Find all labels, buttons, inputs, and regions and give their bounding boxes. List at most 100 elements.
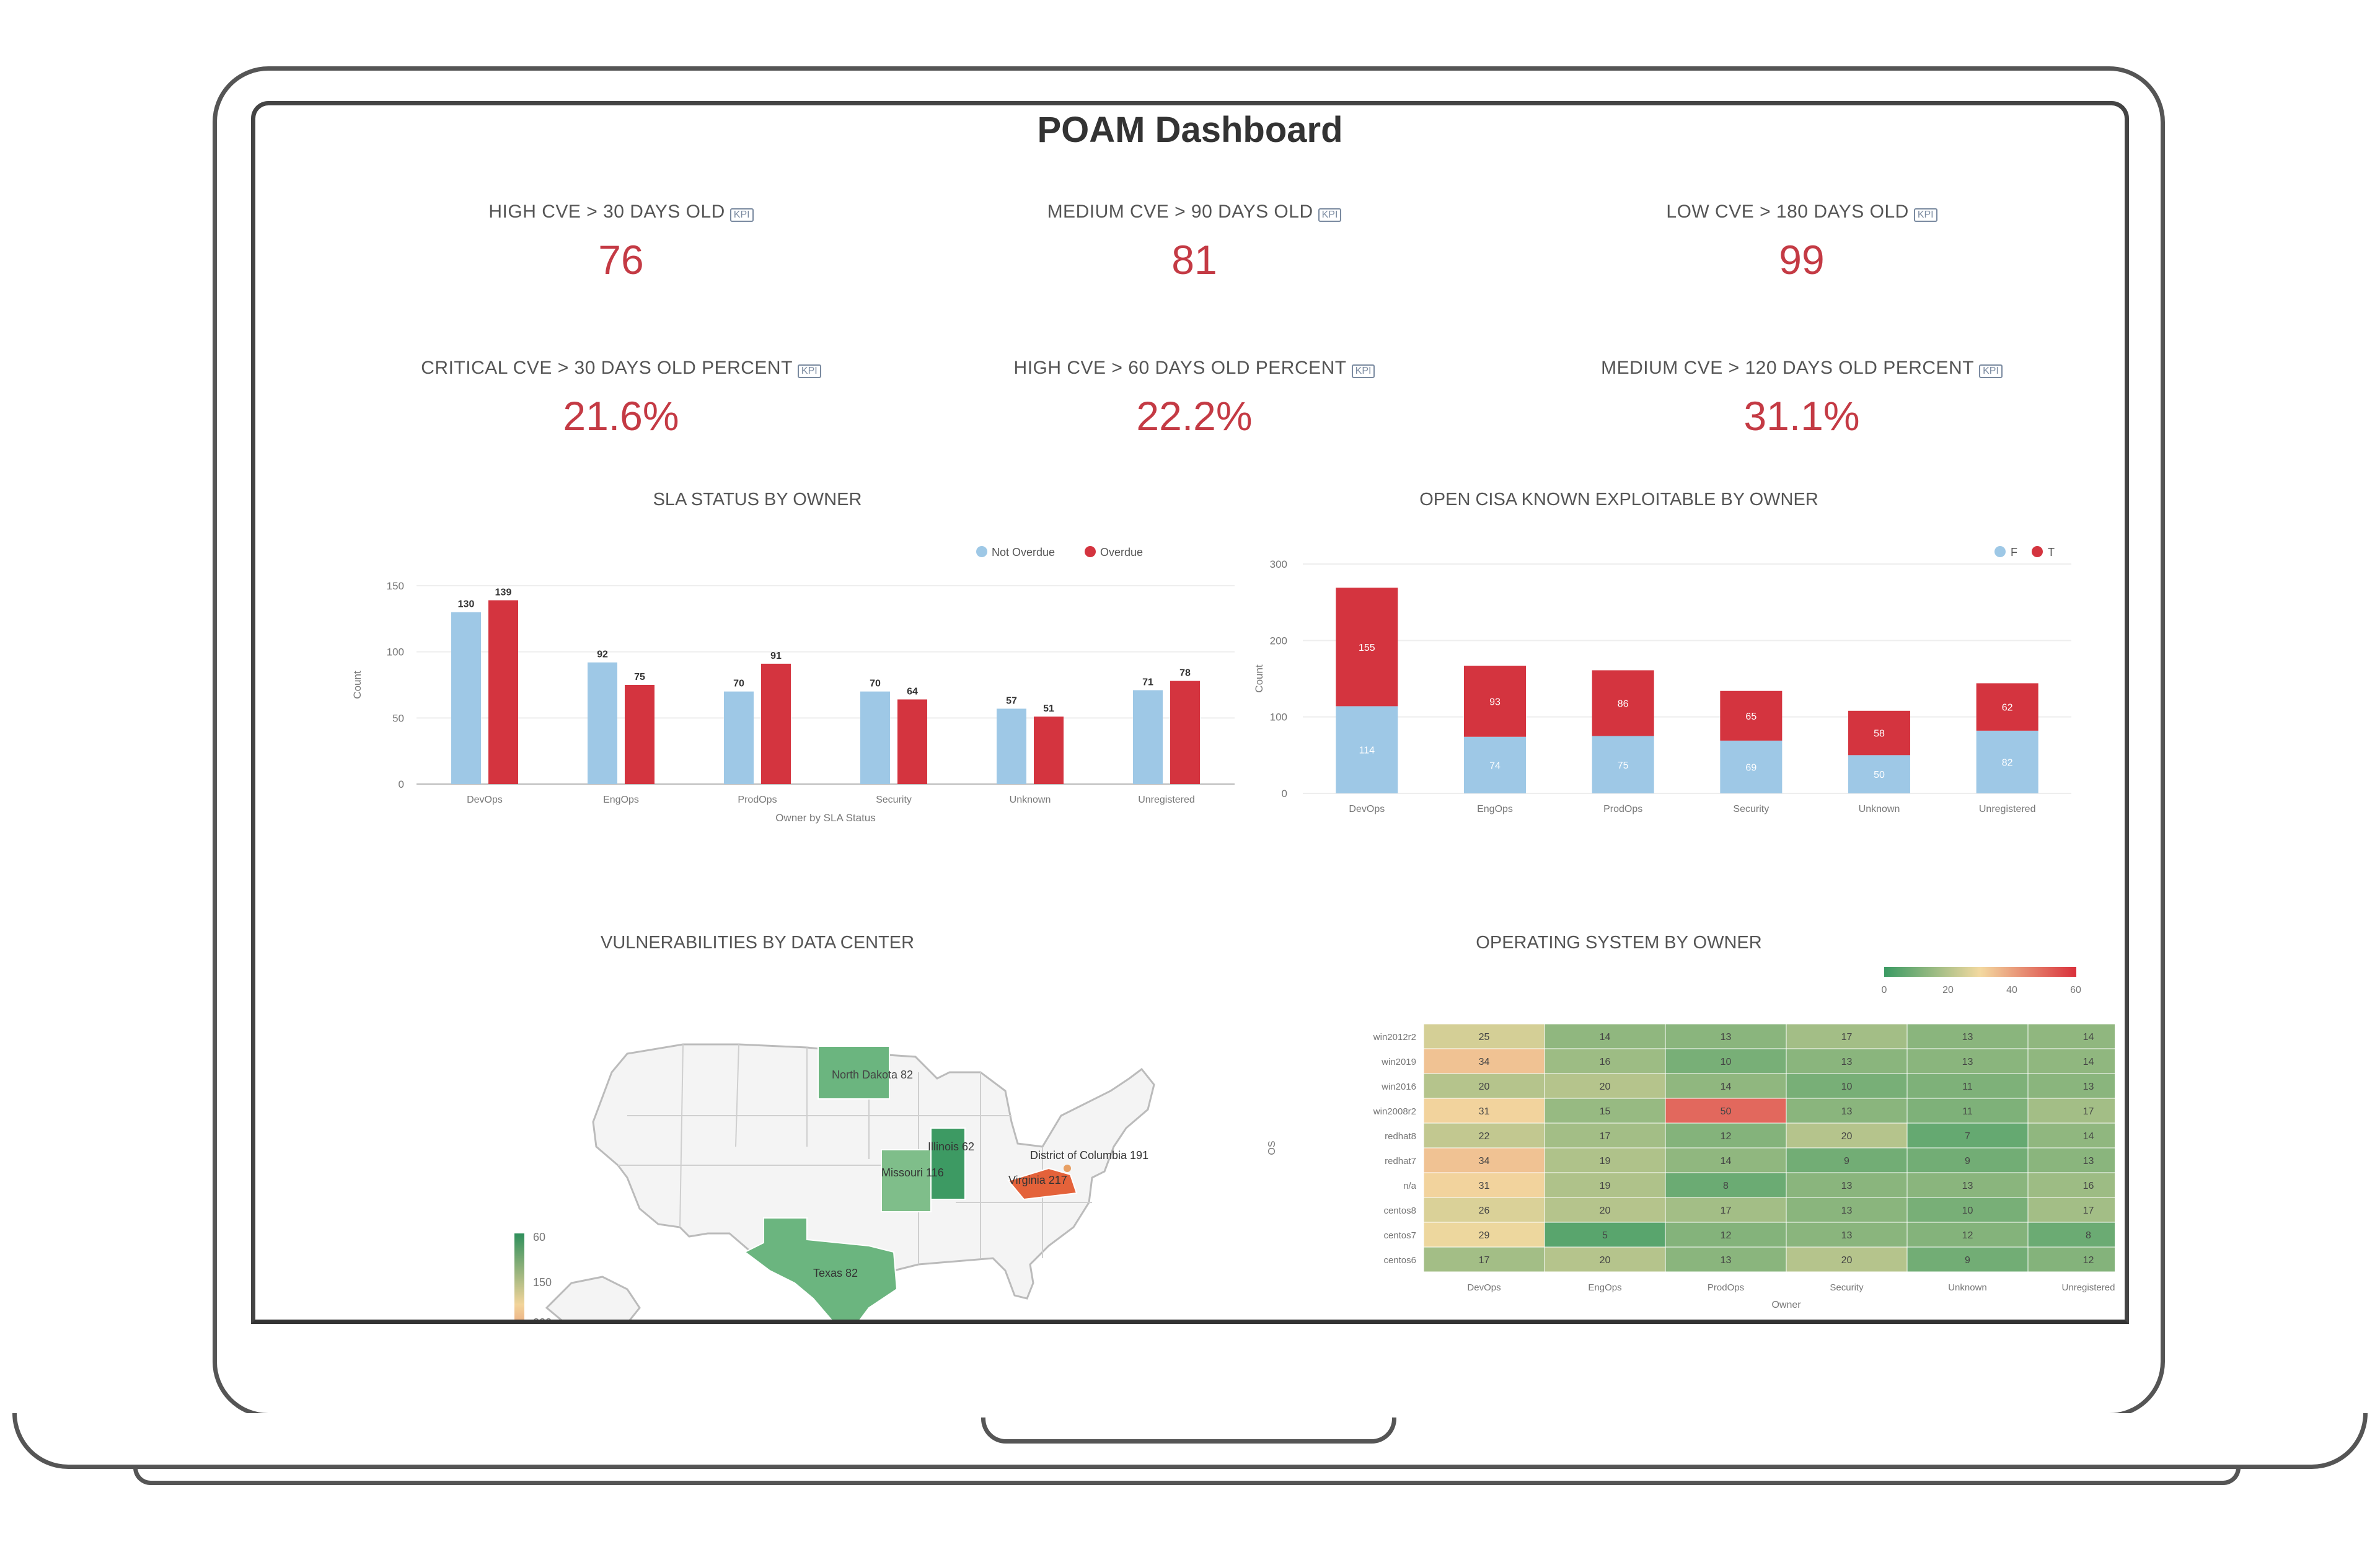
bar-segment-t[interactable] — [1848, 710, 1910, 756]
bar-segment-t[interactable] — [1592, 670, 1654, 736]
bar-overdue[interactable] — [1034, 716, 1064, 784]
region-virginia[interactable] — [1007, 1167, 1078, 1201]
heatmap-cell[interactable] — [1906, 1197, 2029, 1223]
heatmap-cell[interactable] — [1423, 1122, 1545, 1149]
heatmap-cell[interactable] — [1423, 1246, 1545, 1272]
heatmap-cell[interactable] — [2027, 1222, 2115, 1248]
heatmap-cell[interactable] — [1906, 1048, 2029, 1074]
y-tick-label: 150 — [387, 580, 404, 592]
bar-overdue[interactable] — [488, 600, 518, 784]
heatmap-cell[interactable] — [1544, 1073, 1666, 1099]
heatmap-cell[interactable] — [1423, 1023, 1545, 1049]
heatmap-cell[interactable] — [2027, 1073, 2115, 1099]
heatmap-cell[interactable] — [2027, 1246, 2115, 1272]
kpi-medium-cve-120-percent[interactable]: MEDIUM CVE > 120 DAYS OLD PERCENT KPI 31.… — [1523, 358, 2081, 439]
bar-overdue[interactable] — [625, 685, 654, 784]
kpi-low-cve-180[interactable]: LOW CVE > 180 DAYS OLD KPI 99 — [1523, 201, 2081, 283]
bar-not-overdue[interactable] — [724, 691, 754, 784]
bar-segment-t[interactable] — [1720, 690, 1783, 741]
bar-not-overdue[interactable] — [997, 708, 1026, 784]
heatmap-cell[interactable] — [1423, 1197, 1545, 1223]
bar-segment-t[interactable] — [1464, 666, 1526, 737]
region-north-dakota[interactable] — [818, 1046, 890, 1100]
heatmap-cell[interactable] — [1665, 1222, 1787, 1248]
heatmap-cell[interactable] — [1665, 1048, 1787, 1074]
bar-segment-t[interactable] — [1336, 588, 1398, 707]
bar-segment-f[interactable] — [1848, 755, 1910, 793]
heatmap-cell-value: 5 — [1602, 1230, 1608, 1241]
heatmap-cell[interactable] — [1544, 1246, 1666, 1272]
bar-segment-f[interactable] — [1720, 740, 1783, 793]
heatmap-cell[interactable] — [1544, 1172, 1666, 1198]
kpi-high-cve-30[interactable]: HIGH CVE > 30 DAYS OLD KPI 76 — [342, 201, 900, 283]
heatmap-cell[interactable] — [1786, 1048, 1908, 1074]
heatmap-cell[interactable] — [1544, 1098, 1666, 1124]
bar-value-label: 75 — [634, 672, 645, 682]
legend-label-not-overdue[interactable]: Not Overdue — [992, 546, 1055, 558]
heatmap-cell[interactable] — [2027, 1023, 2115, 1049]
heatmap-cell[interactable] — [1786, 1023, 1908, 1049]
heatmap-cell[interactable] — [1906, 1147, 2029, 1173]
region-illinois[interactable] — [930, 1127, 966, 1200]
heatmap-cell[interactable] — [1786, 1098, 1908, 1124]
heatmap-cell[interactable] — [1906, 1222, 2029, 1248]
legend-label-overdue[interactable]: Overdue — [1100, 546, 1143, 558]
heatmap-cell[interactable] — [1544, 1048, 1666, 1074]
heatmap-cell[interactable] — [1423, 1222, 1545, 1248]
heatmap-cell[interactable] — [1665, 1098, 1787, 1124]
heatmap-cell[interactable] — [1906, 1172, 2029, 1198]
heatmap-cell[interactable] — [2027, 1147, 2115, 1173]
bar-overdue[interactable] — [761, 663, 791, 784]
bar-overdue[interactable] — [897, 699, 927, 784]
bar-segment-t[interactable] — [1976, 683, 2038, 731]
heatmap-cell-value: 11 — [1962, 1082, 1973, 1092]
bar-segment-f[interactable] — [1464, 736, 1526, 793]
heatmap-cell[interactable] — [2027, 1122, 2115, 1149]
legend-label-t[interactable]: T — [2048, 546, 2055, 558]
heatmap-cell[interactable] — [2027, 1048, 2115, 1074]
bar-segment-f[interactable] — [1592, 736, 1654, 794]
bar-segment-f[interactable] — [1976, 730, 2038, 793]
region-texas[interactable] — [744, 1217, 898, 1324]
heatmap-cell[interactable] — [1665, 1122, 1787, 1149]
heatmap-cell[interactable] — [1665, 1023, 1787, 1049]
heatmap-cell[interactable] — [1665, 1197, 1787, 1223]
heatmap-cell[interactable] — [2027, 1197, 2115, 1223]
heatmap-cell[interactable] — [1544, 1023, 1666, 1049]
heatmap-cell[interactable] — [1423, 1073, 1545, 1099]
bar-segment-f[interactable] — [1336, 706, 1398, 793]
region-district-of-columbia[interactable] — [1064, 1165, 1071, 1172]
heatmap-cell-value: 13 — [1841, 1206, 1853, 1216]
heatmap-cell[interactable] — [1906, 1073, 2029, 1099]
cisa-stacked-bar-chart[interactable]: F T 0 100 200 300 Count 114 155 DevOps 74 93 EngOps 7… — [1247, 533, 2115, 837]
kpi-medium-cve-90[interactable]: MEDIUM CVE > 90 DAYS OLD KPI 81 — [915, 201, 1473, 283]
bar-not-overdue[interactable] — [588, 662, 617, 784]
heatmap-cell[interactable] — [2027, 1172, 2115, 1198]
kpi-high-cve-60-percent[interactable]: HIGH CVE > 60 DAYS OLD PERCENT KPI 22.2% — [915, 358, 1473, 439]
heatmap-cell[interactable] — [1786, 1246, 1908, 1272]
heatmap-cell-value: 20 — [1600, 1255, 1611, 1266]
heatmap-cell[interactable] — [1786, 1222, 1908, 1248]
heatmap-cell[interactable] — [1906, 1098, 2029, 1124]
legend-marker-t — [2032, 546, 2043, 557]
bar-not-overdue[interactable] — [451, 612, 481, 784]
kpi-critical-cve-30-percent[interactable]: CRITICAL CVE > 30 DAYS OLD PERCENT KPI 21… — [342, 358, 900, 439]
bar-not-overdue[interactable] — [1133, 690, 1163, 784]
heatmap-cell[interactable] — [1665, 1073, 1787, 1099]
heatmap-cell-value: 13 — [1721, 1032, 1732, 1043]
sla-status-bar-chart[interactable]: Not Overdue Overdue 0 50 100 150 Count 130 139 De… — [336, 533, 1278, 837]
legend-label-f[interactable]: F — [2011, 546, 2017, 558]
os-by-owner-heatmap[interactable]: 0 20 40 60 win2012r2 25 14 13 17 13 14 win2019 34 16 1… — [1247, 967, 2115, 1324]
heatmap-cell[interactable] — [1423, 1172, 1545, 1198]
heatmap-cell[interactable] — [1423, 1048, 1545, 1074]
heatmap-cell[interactable] — [1544, 1222, 1666, 1248]
heatmap-cell[interactable] — [2027, 1098, 2115, 1124]
bar-overdue[interactable] — [1170, 681, 1200, 784]
dashboard-screen: POAM Dashboard HIGH CVE > 30 DAYS OLD KPI… — [251, 101, 2129, 1324]
us-map-chart[interactable]: North Dakota 82 Illinois 62 Missouri 116… — [336, 961, 1303, 1324]
region-missouri[interactable] — [881, 1149, 932, 1212]
heatmap-row-label: win2012r2 — [1373, 1032, 1416, 1043]
bar-not-overdue[interactable] — [860, 691, 890, 784]
heatmap-cell[interactable] — [1665, 1246, 1787, 1272]
heatmap-cell[interactable] — [1423, 1098, 1545, 1124]
